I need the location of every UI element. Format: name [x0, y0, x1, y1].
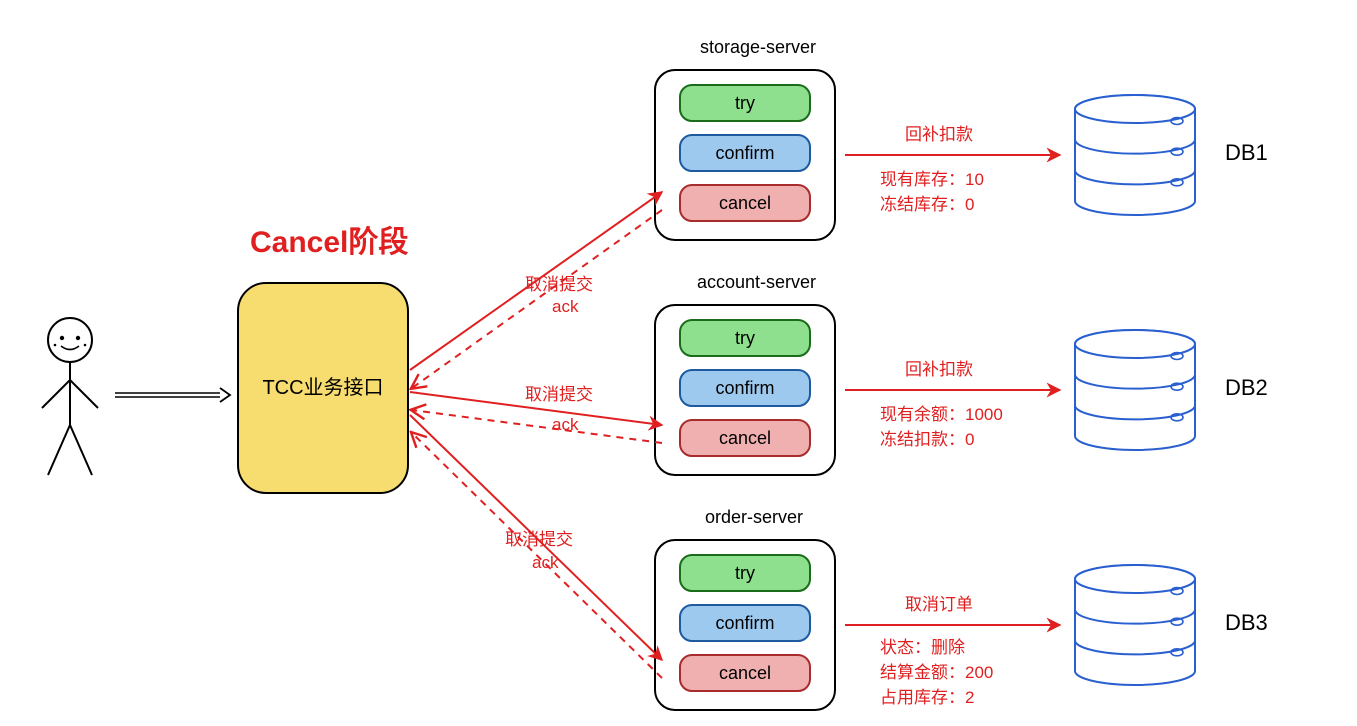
- server-title: account-server: [697, 272, 816, 292]
- ack-arrow: [412, 210, 662, 388]
- actor-icon: [42, 318, 98, 475]
- db-label: DB1: [1225, 140, 1268, 165]
- cancel-label: cancel: [719, 193, 771, 213]
- info-text: 状态：删除: [880, 638, 965, 657]
- try-label: try: [735, 563, 755, 583]
- phase-title: Cancel阶段: [250, 225, 408, 259]
- tcc-label: TCC业务接口: [262, 376, 383, 399]
- info-text: 结算金额：200: [880, 663, 993, 682]
- info-text: 占用库存：2: [880, 688, 974, 707]
- try-label: try: [735, 328, 755, 348]
- ack-label: ack: [552, 297, 579, 316]
- database-icon: [1075, 95, 1195, 215]
- ack-arrow: [412, 410, 662, 443]
- db-arrow-label: 回补扣款: [905, 125, 973, 144]
- request-label: 取消提交: [525, 275, 593, 294]
- db-label: DB3: [1225, 610, 1268, 635]
- server-title: storage-server: [700, 37, 816, 57]
- try-label: try: [735, 93, 755, 113]
- actor-arrow-head: [220, 388, 230, 402]
- database-icon: [1075, 565, 1195, 685]
- info-text: 冻结库存：0: [880, 195, 974, 214]
- request-label: 取消提交: [525, 385, 593, 404]
- cancel-label: cancel: [719, 428, 771, 448]
- info-text: 冻结扣款：0: [880, 430, 974, 449]
- cancel-label: cancel: [719, 663, 771, 683]
- confirm-label: confirm: [715, 378, 774, 398]
- ack-label: ack: [532, 553, 559, 572]
- database-icon: [1075, 330, 1195, 450]
- diagram-canvas: Cancel阶段 TCC业务接口 storage-server try confirm c…: [0, 0, 1357, 726]
- info-text: 现有余额：1000: [880, 405, 1003, 424]
- confirm-label: confirm: [715, 613, 774, 633]
- db-arrow-label: 取消订单: [905, 595, 973, 614]
- server-title: order-server: [705, 507, 803, 527]
- confirm-label: confirm: [715, 143, 774, 163]
- request-label: 取消提交: [505, 530, 573, 549]
- db-label: DB2: [1225, 375, 1268, 400]
- ack-label: ack: [552, 415, 579, 434]
- db-arrow-label: 回补扣款: [905, 360, 973, 379]
- info-text: 现有库存：10: [880, 170, 984, 189]
